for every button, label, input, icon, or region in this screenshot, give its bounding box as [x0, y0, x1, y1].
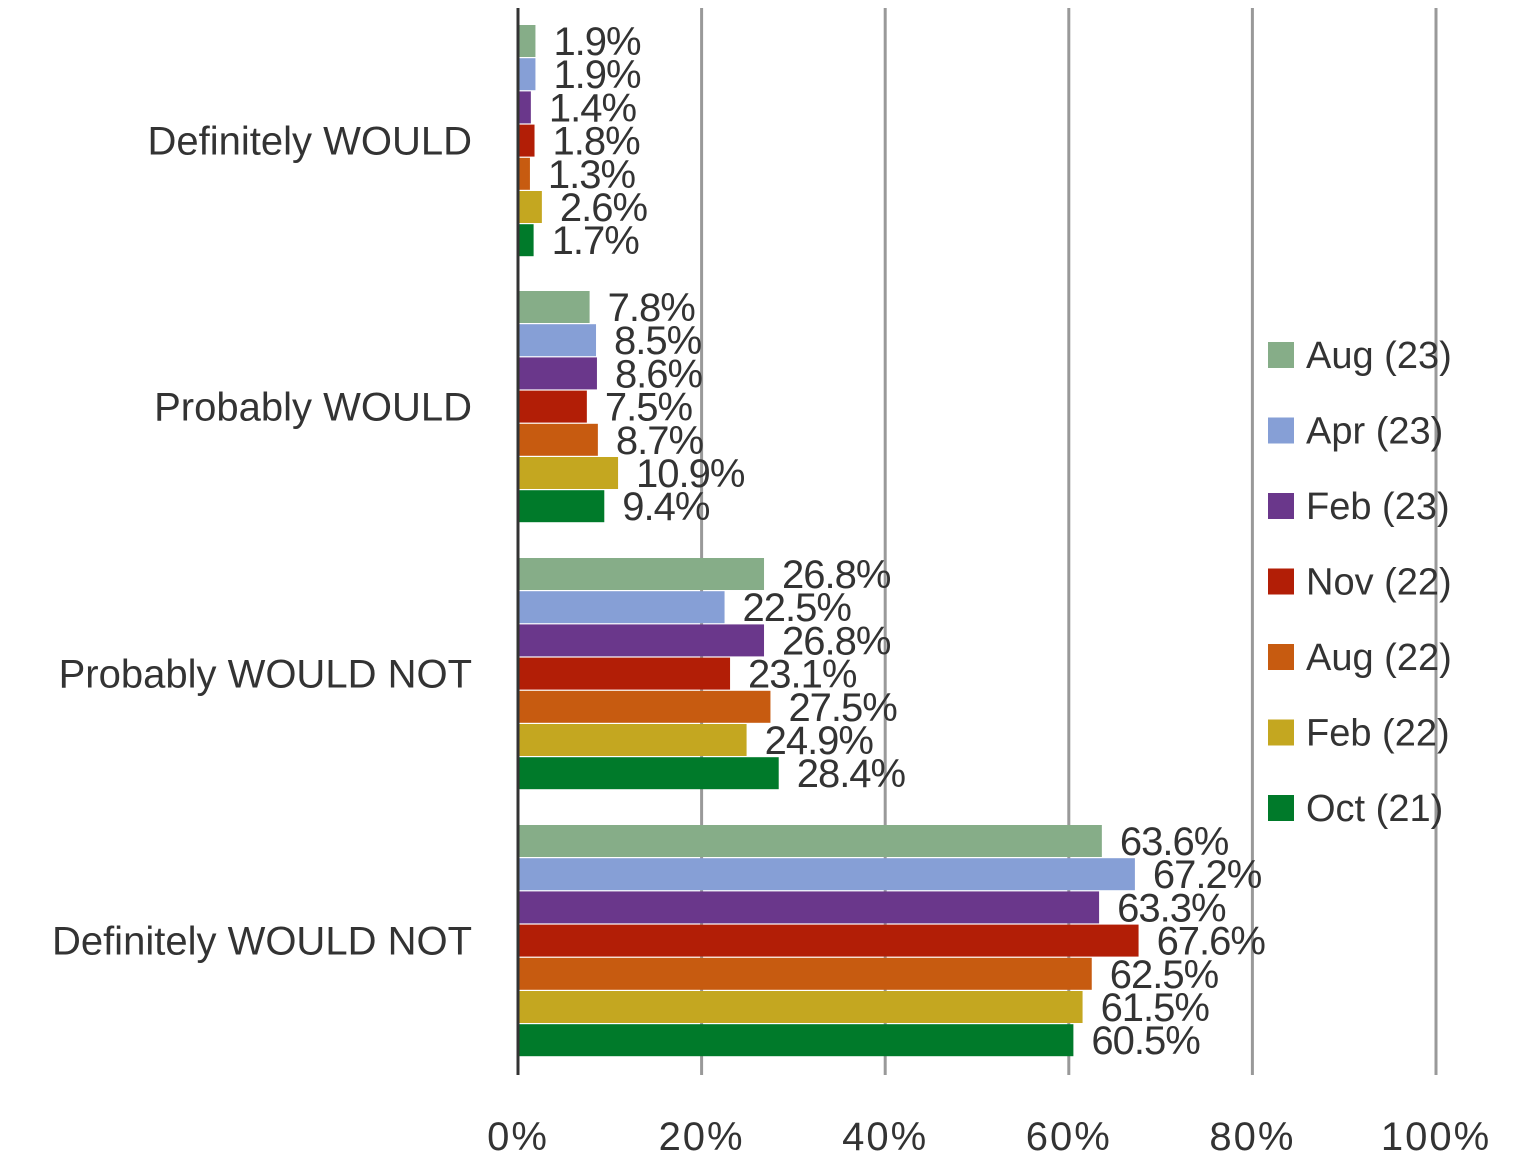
- data-label: 26.8%: [782, 553, 891, 597]
- data-label: 9.4%: [622, 485, 710, 529]
- category-label: Definitely WOULD: [147, 120, 472, 164]
- category-label: Probably WOULD: [154, 386, 472, 430]
- bar: [518, 157, 530, 190]
- data-label: 23.1%: [748, 653, 857, 697]
- legend-swatch: [1268, 342, 1294, 368]
- bar: [518, 457, 619, 489]
- data-label: 1.9%: [553, 53, 641, 97]
- bar: [518, 724, 747, 756]
- bar: [518, 825, 1102, 857]
- data-label: 7.5%: [605, 386, 693, 430]
- data-label: 61.5%: [1101, 986, 1210, 1030]
- bar: [518, 757, 779, 790]
- data-label: 7.8%: [608, 286, 696, 330]
- legend-label: Aug (22): [1306, 637, 1452, 679]
- bar: [518, 957, 1092, 990]
- bar: [518, 1024, 1074, 1057]
- legend-label: Aug (23): [1306, 335, 1452, 377]
- x-tick-label: 100%: [1381, 1115, 1491, 1157]
- bar: [518, 324, 597, 357]
- data-label: 24.9%: [765, 719, 874, 763]
- bar: [518, 624, 765, 657]
- bar: [518, 924, 1139, 957]
- data-label: 60.5%: [1091, 1019, 1200, 1063]
- data-label: 63.6%: [1120, 820, 1229, 864]
- legend-swatch: [1268, 719, 1294, 746]
- bar: [518, 558, 765, 590]
- legend-swatch: [1268, 493, 1294, 519]
- bar: [518, 91, 531, 124]
- x-tick-label: 40%: [842, 1115, 928, 1157]
- data-label: 2.6%: [560, 186, 648, 230]
- legend-swatch: [1268, 644, 1294, 670]
- bars: [518, 25, 1139, 1057]
- legend-swatch: [1268, 795, 1294, 821]
- bar: [518, 690, 771, 723]
- bar: [518, 25, 536, 57]
- x-tick-label: 80%: [1209, 1115, 1295, 1157]
- bar: [518, 291, 590, 323]
- data-label: 10.9%: [636, 452, 745, 496]
- data-label: 1.7%: [552, 219, 640, 263]
- data-label: 62.5%: [1110, 953, 1219, 997]
- data-label: 28.4%: [797, 752, 906, 796]
- data-label: 27.5%: [788, 686, 897, 730]
- bar: [518, 591, 725, 624]
- legend: Aug (23) Apr (23) Feb (23) Nov (22) Aug (22)…: [1268, 335, 1452, 830]
- data-label: 22.5%: [743, 586, 852, 630]
- data-label: 1.3%: [548, 153, 636, 197]
- category-label: Probably WOULD NOT: [59, 653, 472, 697]
- x-tick-label: 20%: [659, 1115, 745, 1157]
- data-label: 67.2%: [1153, 853, 1262, 897]
- bar: [518, 858, 1135, 891]
- bar: [518, 423, 598, 456]
- bar: [518, 124, 535, 157]
- bar: [518, 490, 605, 523]
- data-label: 63.3%: [1117, 886, 1226, 930]
- data-label: 8.7%: [616, 419, 704, 463]
- category-label: Definitely WOULD NOT: [52, 920, 472, 964]
- legend-label: Apr (23): [1306, 411, 1443, 453]
- data-label: 8.6%: [615, 352, 703, 396]
- bar: [518, 58, 536, 91]
- data-labels: 1.9% 7.8% 26.8% 63.6% 1.9% 8.5% 22.5% 67.2% 1.4%…: [548, 20, 1266, 1063]
- legend-label: Feb (23): [1306, 486, 1450, 528]
- data-label: 67.6%: [1157, 920, 1266, 964]
- bar: [518, 357, 597, 390]
- legend-label: Nov (22): [1306, 562, 1452, 604]
- x-tick-label: 60%: [1026, 1115, 1112, 1157]
- data-label: 1.9%: [553, 20, 641, 64]
- legend-label: Feb (22): [1306, 713, 1450, 755]
- axes: 0% 20% 40% 60% 80% 100% Definitely WOULD Probab…: [52, 8, 1491, 1157]
- bar: [518, 390, 587, 423]
- legend-swatch: [1268, 568, 1294, 595]
- legend-label: Oct (21): [1306, 788, 1443, 830]
- bar: [518, 891, 1100, 924]
- bar: [518, 191, 542, 223]
- data-label: 8.5%: [614, 319, 702, 363]
- legend-swatch: [1268, 417, 1294, 444]
- bar: [518, 224, 534, 257]
- x-tick-label: 0%: [487, 1115, 549, 1157]
- data-label: 1.8%: [553, 120, 641, 164]
- data-label: 26.8%: [782, 619, 891, 663]
- bar: [518, 991, 1083, 1023]
- data-label: 1.4%: [549, 86, 637, 130]
- bar: [518, 657, 731, 690]
